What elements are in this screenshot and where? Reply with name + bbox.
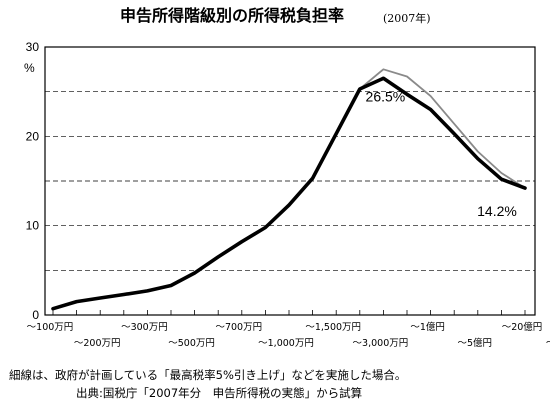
- x-tick-label: ～700万円: [215, 322, 262, 333]
- x-tick-label: ～3,000万円: [353, 338, 409, 349]
- note-thin-line: 細線は、政府が計画している「最高税率5%引き上げ」などを実施した場合。: [9, 368, 407, 382]
- y-axis-ticks: 0 10 20 30: [26, 40, 40, 322]
- annotations: 26.5% 14.2%: [366, 88, 517, 219]
- x-tick-label: ～100億円: [546, 337, 550, 349]
- y-tick-label: 10: [26, 219, 40, 233]
- data-annotation-label: 14.2%: [477, 203, 517, 219]
- series-planned-line: [358, 68, 526, 189]
- x-tick-label: ～5億円: [458, 337, 493, 349]
- x-tick-label: ～300万円: [121, 322, 168, 333]
- y-tick-label: 30: [26, 40, 40, 54]
- x-axis-ticks: ～100万円～200万円～300万円～500万円～700万円 ～1,000万円 ～1…: [27, 310, 550, 349]
- data-annotation-label: 26.5%: [366, 88, 406, 104]
- x-tick-label: ～1,500万円: [305, 322, 361, 333]
- gridlines: [45, 91, 535, 271]
- note-source: 出典:国税庁「2007年分 申告所得税の実態」から試算: [76, 386, 363, 400]
- y-tick-label: 20: [26, 129, 40, 143]
- chart-subtitle: (2007年): [383, 11, 431, 25]
- y-tick-label: 0: [32, 308, 39, 322]
- series-group: [51, 68, 527, 311]
- x-tick-label: ～500万円: [168, 338, 215, 349]
- series-current-line: [51, 76, 527, 311]
- x-tick-label: ～100万円: [27, 322, 74, 333]
- x-tick-label: ～1,000万円: [258, 338, 314, 349]
- chart-title-group: 申告所得階級別の所得税負担率 (2007年): [120, 6, 431, 25]
- x-tick-label: ～200万円: [74, 338, 121, 349]
- x-tick-label: ～1億円: [410, 321, 445, 333]
- y-axis-label: %: [24, 61, 35, 75]
- chart-title: 申告所得階級別の所得税負担率: [120, 6, 344, 25]
- x-tick-label: ～20億円: [502, 321, 543, 333]
